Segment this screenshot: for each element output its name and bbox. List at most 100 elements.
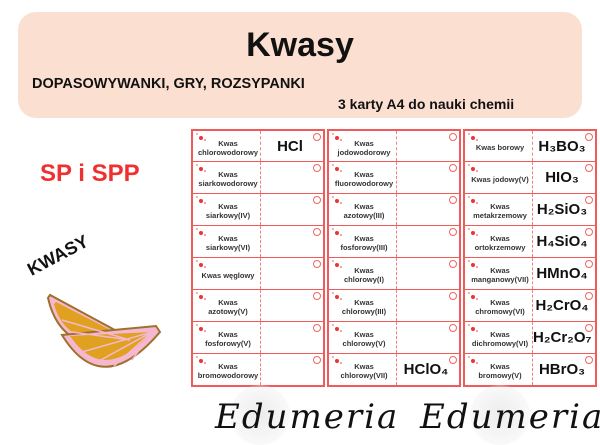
molecule-icon xyxy=(468,292,478,300)
flashcard-row: Kwas azotowy(V) xyxy=(192,290,324,322)
acid-formula: H₂Cr₂O₇ xyxy=(533,329,592,346)
flashcard-row: Kwas siarkowy(VI) xyxy=(192,226,324,258)
page-title: Kwasy xyxy=(246,26,354,64)
logo-stamp-icon xyxy=(449,228,457,236)
molecule-icon xyxy=(468,356,478,364)
logo-stamp-icon xyxy=(585,228,593,236)
acid-name: Kwas chlorowy(V) xyxy=(329,322,397,353)
flashcard-row: Kwas manganowy(VII) HMnO₄ xyxy=(464,258,596,290)
molecule-icon xyxy=(468,196,478,204)
molecule-icon xyxy=(196,164,206,172)
acid-name: Kwas siarkowy(IV) xyxy=(193,194,261,225)
logo-stamp-icon xyxy=(585,260,593,268)
acid-name: Kwas chlorowy(VII) xyxy=(329,354,397,385)
flashcard-row: Kwas fosforowy(III) xyxy=(328,226,460,258)
molecule-icon xyxy=(196,133,206,141)
molecule-icon xyxy=(332,260,342,268)
acid-name: Kwas borowy xyxy=(465,131,533,161)
molecule-icon xyxy=(196,292,206,300)
flashcard-row: Kwas siarkowy(IV) xyxy=(192,194,324,226)
logo-stamp-icon xyxy=(449,324,457,332)
card-sheet-2: Kwas jodowodorowy Kwas fluorowodorowy Kwas… xyxy=(328,130,460,386)
acid-name: Kwas ortokrzemowy xyxy=(465,226,533,257)
acid-name: Kwas metakrzemowy xyxy=(465,194,533,225)
cards-count-label: 3 karty A4 do nauki chemii xyxy=(338,96,515,112)
logo-stamp-icon xyxy=(585,133,593,141)
molecule-icon xyxy=(468,228,478,236)
flashcard-row: Kwas ortokrzemowy H₄SiO₄ xyxy=(464,226,596,258)
logo-stamp-icon xyxy=(313,292,321,300)
flashcard-row: Kwas fluorowodorowy xyxy=(328,162,460,194)
acid-formula: HBrO₃ xyxy=(538,361,586,378)
acid-formula: H₂CrO₄ xyxy=(535,297,589,314)
logo-stamp-icon xyxy=(313,228,321,236)
acid-name: Kwas chlorowy(III) xyxy=(329,290,397,321)
acid-name: Kwas jodowy(V) xyxy=(465,162,533,193)
logo-stamp-icon xyxy=(449,196,457,204)
acid-formula: H₃BO₃ xyxy=(538,137,586,155)
logo-stamp-icon xyxy=(585,356,593,364)
flashcard-row: Kwas bromowodorowy xyxy=(192,354,324,386)
logo-stamp-icon xyxy=(313,356,321,364)
acid-name: Kwas fosforowy(V) xyxy=(193,322,261,353)
molecule-icon xyxy=(196,324,206,332)
molecule-icon xyxy=(332,292,342,300)
acid-formula: HCl xyxy=(277,137,303,155)
acid-name: Kwas jodowodorowy xyxy=(329,131,397,161)
acid-formula: HIO₃ xyxy=(545,169,579,186)
watermark-circle xyxy=(230,385,290,445)
flashcard-row: Kwas dichromowy(VI) H₂Cr₂O₇ xyxy=(464,322,596,354)
molecule-icon xyxy=(468,260,478,268)
molecule-icon xyxy=(468,164,478,172)
acid-formula: H₄SiO₄ xyxy=(536,233,588,250)
acid-name: Kwas chlorowy(I) xyxy=(329,258,397,289)
molecule-icon xyxy=(332,196,342,204)
molecule-icon xyxy=(332,133,342,141)
flashcard-row: Kwas chlorowy(III) xyxy=(328,290,460,322)
logo-stamp-icon xyxy=(449,260,457,268)
logo-stamp-icon xyxy=(585,292,593,300)
molecule-icon xyxy=(196,356,206,364)
level-label: SP i SPP xyxy=(40,160,140,187)
acid-name: Kwas chromowy(VI) xyxy=(465,290,533,321)
flashcard-row: Kwas azotowy(III) xyxy=(328,194,460,226)
molecule-icon xyxy=(332,356,342,364)
subtitle: DOPASOWYWANKI, GRY, ROZSYPANKI xyxy=(32,76,305,92)
molecule-icon xyxy=(332,324,342,332)
acid-name: Kwas azotowy(III) xyxy=(329,194,397,225)
flashcard-row: Kwas jodowy(V) HIO₃ xyxy=(464,162,596,194)
flashcard-row: Kwas siarkowodorowy xyxy=(192,162,324,194)
flashcard-row: Kwas chlorowy(V) xyxy=(328,322,460,354)
logo-stamp-icon xyxy=(585,196,593,204)
logo-stamp-icon xyxy=(585,324,593,332)
molecule-icon xyxy=(468,133,478,141)
acid-name: Kwas siarkowy(VI) xyxy=(193,226,261,257)
watermark-circle xyxy=(470,385,530,445)
acid-name: Kwas azotowy(V) xyxy=(193,290,261,321)
acid-name: Kwas dichromowy(VI) xyxy=(465,322,533,353)
acid-name: Kwas manganowy(VII) xyxy=(465,258,533,289)
flashcard-row: Kwas borowy H₃BO₃ xyxy=(464,130,596,162)
flashcard-row: Kwas chlorowy(I) xyxy=(328,258,460,290)
logo-stamp-icon xyxy=(449,356,457,364)
orange-slices-illustration xyxy=(46,293,162,368)
acid-name: Kwas fluorowodorowy xyxy=(329,162,397,193)
flashcard-row: Kwas chromowy(VI) H₂CrO₄ xyxy=(464,290,596,322)
logo-stamp-icon xyxy=(449,133,457,141)
topic-label: KWASY xyxy=(24,231,92,280)
acid-formula: HMnO₄ xyxy=(536,265,588,282)
molecule-icon xyxy=(196,228,206,236)
watermark-text: Edumeria xyxy=(420,397,600,437)
acid-name: Kwas fosforowy(III) xyxy=(329,226,397,257)
flashcard-row: Kwas chlorowy(VII) HClO₄ xyxy=(328,354,460,386)
acid-name: Kwas siarkowodorowy xyxy=(193,162,261,193)
acid-formula: H₂SiO₃ xyxy=(536,201,588,218)
card-sheet-1: Kwas chlorowodorowy HCl Kwas siarkowodorow… xyxy=(192,130,324,386)
logo-stamp-icon xyxy=(313,260,321,268)
molecule-icon xyxy=(468,324,478,332)
logo-stamp-icon xyxy=(585,164,593,172)
header-banner: Kwasy DOPASOWYWANKI, GRY, ROZSYPANKI 3 k… xyxy=(18,12,582,118)
acid-name: Kwas bromowodorowy xyxy=(193,354,261,385)
acid-name: Kwas węglowy xyxy=(193,258,261,289)
logo-stamp-icon xyxy=(313,133,321,141)
